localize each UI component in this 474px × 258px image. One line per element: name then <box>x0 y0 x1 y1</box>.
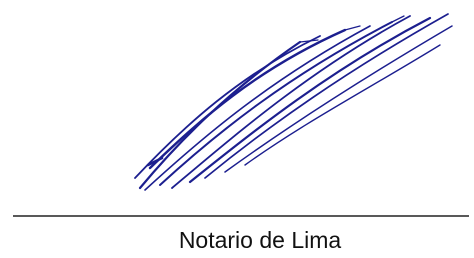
signature-stroke <box>172 16 410 188</box>
page: Signature html, body { margin: 0; paddin… <box>0 0 474 258</box>
signature-stroke <box>225 26 452 172</box>
signature-stroke <box>145 26 370 190</box>
signature-caption: Notario de Lima <box>0 226 474 254</box>
document: {"signature": {"caption": "Notario de Li… <box>0 0 474 258</box>
signature-scribble <box>135 14 452 190</box>
signature-area <box>0 0 474 258</box>
signature-stroke <box>150 30 345 168</box>
